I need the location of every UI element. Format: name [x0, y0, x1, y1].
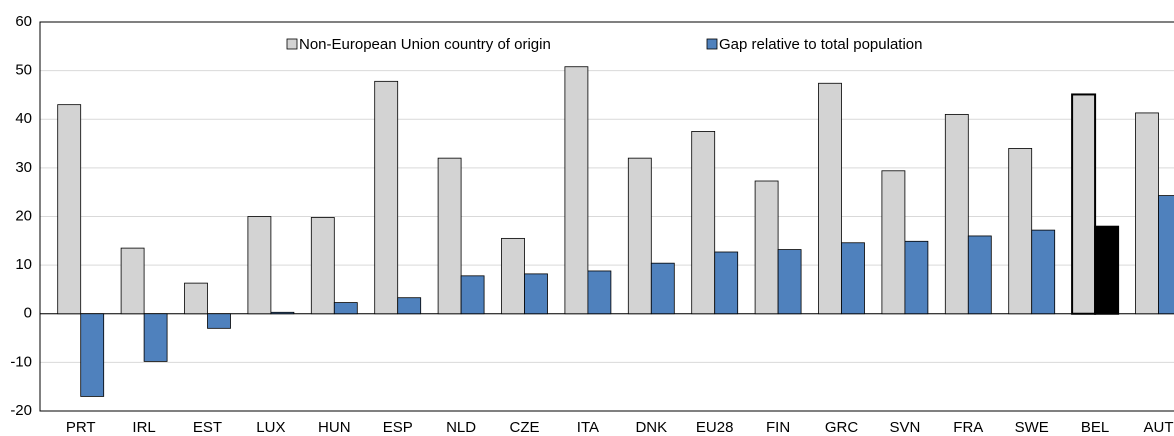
- x-tick-label: LUX: [256, 419, 285, 436]
- y-tick-label: -20: [10, 402, 32, 419]
- bar: [310, 217, 335, 315]
- x-tick-label: ITA: [577, 419, 599, 436]
- x-tick-label: IRL: [132, 419, 155, 436]
- bar: [881, 170, 906, 315]
- bar: [818, 82, 842, 315]
- bar: [564, 66, 589, 315]
- y-tick-label: -10: [10, 353, 32, 370]
- bar: [80, 313, 105, 397]
- bar: [333, 302, 358, 315]
- x-tick-label: SWE: [1015, 419, 1049, 436]
- bar: [587, 270, 612, 315]
- x-tick-label: FRA: [953, 419, 983, 436]
- bar: [57, 104, 82, 315]
- bar: [904, 240, 929, 315]
- y-tick-label: 60: [15, 13, 32, 30]
- x-tick-label: PRT: [66, 419, 96, 436]
- y-tick-label: 0: [24, 305, 32, 322]
- plot-frame: [39, 21, 1174, 412]
- bar: [374, 80, 399, 315]
- bar: [184, 282, 208, 315]
- x-tick-label: AUT: [1144, 419, 1174, 436]
- x-tick-label: EST: [193, 419, 222, 436]
- bar: [524, 273, 548, 315]
- bar: [247, 216, 272, 315]
- x-tick-label: DNK: [635, 419, 667, 436]
- x-tick-label: HUN: [318, 419, 351, 436]
- bar: [777, 249, 802, 315]
- bar: [754, 180, 779, 315]
- y-tick-label: 40: [15, 110, 32, 127]
- x-tick-label: BEL: [1081, 419, 1109, 436]
- bar: [944, 113, 969, 315]
- bar: [1071, 93, 1097, 315]
- bar: [397, 297, 422, 315]
- x-tick-label: CZE: [510, 419, 540, 436]
- bar: [1135, 112, 1159, 315]
- bar: [1094, 225, 1120, 315]
- legend-label: Gap relative to total population: [719, 36, 922, 53]
- bar: [627, 157, 652, 315]
- legend-label: Non-European Union country of origin: [299, 36, 551, 53]
- bar: [460, 275, 485, 315]
- bar: [270, 311, 295, 315]
- bar: [143, 313, 168, 362]
- y-tick-label: 30: [15, 159, 32, 176]
- bar: [1031, 229, 1056, 315]
- bar: [691, 131, 716, 315]
- bar: [967, 235, 992, 315]
- bar: [120, 247, 145, 315]
- y-tick-label: 20: [15, 207, 32, 224]
- x-tick-label: EU28: [696, 419, 734, 436]
- bar: [1008, 148, 1033, 315]
- y-tick-label: 10: [15, 256, 32, 273]
- x-tick-label: GRC: [825, 419, 859, 436]
- x-tick-label: FIN: [766, 419, 790, 436]
- x-tick-label: NLD: [446, 419, 476, 436]
- bar: [841, 242, 865, 315]
- x-tick-label: SVN: [889, 419, 920, 436]
- bar: [714, 251, 739, 315]
- legend-swatch: [286, 38, 298, 50]
- bar: [437, 157, 462, 315]
- x-tick-label: ESP: [383, 419, 413, 436]
- bar: [501, 237, 525, 315]
- bar: [1158, 195, 1174, 315]
- y-tick-label: 50: [15, 62, 32, 79]
- bar: [207, 313, 231, 329]
- legend-swatch: [706, 38, 718, 50]
- bar: [650, 262, 675, 315]
